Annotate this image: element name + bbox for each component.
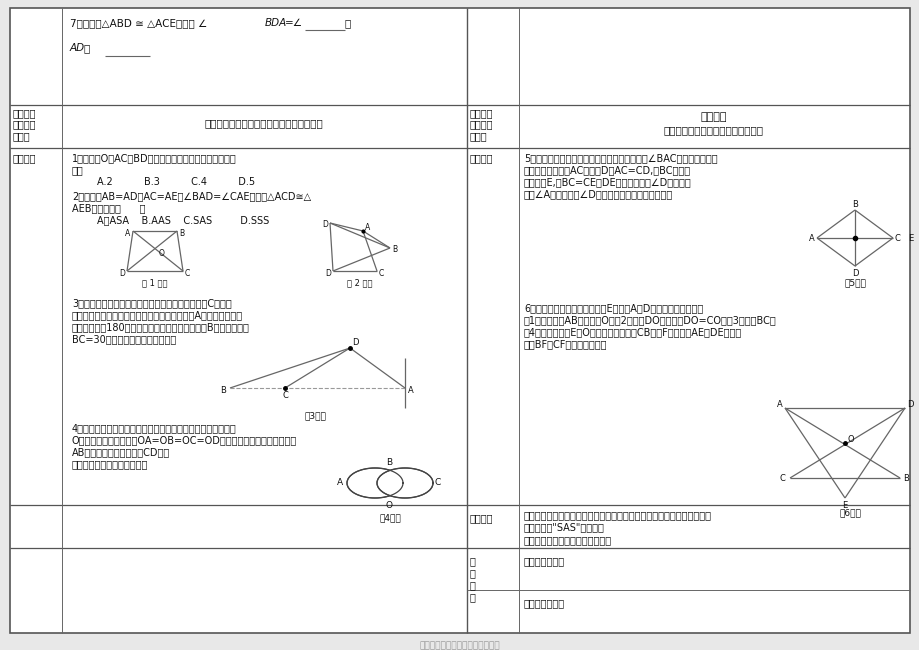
Text: 谈谈本节课你有什么收获和困惑？: 谈谈本节课你有什么收获和困惑？ [524, 535, 611, 545]
Ellipse shape [346, 468, 403, 498]
Text: 不变原地转了180度正好看见所在岸上的一块石头B点，他度量了: 不变原地转了180度正好看见所在岸上的一块石头B点，他度量了 [72, 322, 250, 332]
Text: （环节、: （环节、 [470, 119, 493, 129]
Text: A: A [407, 386, 414, 395]
Text: 自我检测: 自我检测 [13, 153, 37, 163]
Text: A: A [125, 229, 130, 238]
Text: C: C [379, 269, 384, 278]
Text: 一、成功之处：: 一、成功之处： [524, 556, 564, 566]
Text: C: C [779, 474, 785, 483]
Text: O: O [386, 501, 392, 510]
Text: D: D [322, 220, 327, 229]
Text: 掌握一个解题方法，比做一百道题更重要。: 掌握一个解题方法，比做一百道题更重要。 [204, 118, 323, 128]
Text: 测量BF、CF即可，为什么？: 测量BF、CF即可，为什么？ [524, 339, 607, 349]
Text: 5、如图，为修公路，需测量出被大石头阻挡的∠BAC的大小，为此，: 5、如图，为修公路，需测量出被大石头阻挡的∠BAC的大小，为此， [524, 153, 717, 163]
Text: O: O [847, 435, 854, 444]
Text: E: E [841, 501, 846, 510]
Text: AEB的依据是（      ）: AEB的依据是（ ） [72, 203, 145, 213]
Text: 第 1 题图: 第 1 题图 [142, 278, 167, 287]
Text: 反思小结: 反思小结 [470, 513, 493, 523]
Text: 对。: 对。 [72, 165, 84, 175]
Text: 第 2 题图: 第 2 题图 [346, 278, 372, 287]
Text: 1、如图，O为AC、BD的中点，则图中全等三角形共有（: 1、如图，O为AC、BD的中点，则图中全等三角形共有（ [72, 153, 236, 163]
Text: 三角形使用"SAS"来求解。: 三角形使用"SAS"来求解。 [524, 522, 604, 532]
Text: D: D [352, 338, 358, 347]
Text: （自主参与、合作探究、展示交流）: （自主参与、合作探究、展示交流） [664, 125, 763, 135]
Text: 则知∠A的度数也与∠D的度数相同了，请说明理由。: 则知∠A的度数也与∠D的度数相同了，请说明理由。 [524, 189, 673, 199]
Text: 2、如图，AB=AD、AC=AE、∠BAD=∠CAE，那么△ACD≅△: 2、如图，AB=AD、AC=AE、∠BAD=∠CAE，那么△ACD≅△ [72, 191, 311, 201]
Text: 第3题图: 第3题图 [304, 411, 325, 420]
Text: B: B [386, 458, 391, 467]
Text: 学生活动: 学生活动 [700, 112, 726, 122]
Text: ＝: ＝ [84, 43, 90, 53]
Text: （4）用仪器测量E，O在一条线上，并交CB于点F，要测量AE、DE，只须: （4）用仪器测量E，O在一条线上，并交CB于点F，要测量AE、DE，只须 [524, 327, 742, 337]
Text: （1）任作线段AB，取中点O；（2）连接DO并延长使DO=CO；（3）连接BC；: （1）任作线段AB，取中点O；（2）连接DO并延长使DO=CO；（3）连接BC； [524, 315, 776, 325]
Text: 小张师傅便在直线AC上取点D使AC=CD,在BC的延长: 小张师傅便在直线AC上取点D使AC=CD,在BC的延长 [524, 165, 690, 175]
Text: 教师活动: 教师活动 [13, 108, 37, 118]
Text: B: B [179, 229, 184, 238]
Text: =∠: =∠ [285, 18, 302, 28]
Text: B: B [391, 245, 397, 254]
Text: 3、如图，小明为了测量河的宽度，他先站在河边的C点面向: 3、如图，小明为了测量河的宽度，他先站在河边的C点面向 [72, 298, 232, 308]
Text: B: B [851, 200, 857, 209]
Text: 了，你能说明其中的道理吗？: 了，你能说明其中的道理吗？ [72, 459, 148, 469]
Text: AB，则次工件的外径必是CD之长: AB，则次工件的外径必是CD之长 [72, 447, 170, 457]
Text: 教师活动: 教师活动 [470, 108, 493, 118]
Text: A: A [808, 234, 814, 243]
Text: AD: AD [70, 43, 85, 53]
Text: O: O [159, 249, 165, 258]
Text: D: D [906, 400, 913, 409]
Text: （环节、: （环节、 [13, 119, 37, 129]
Text: A: A [336, 478, 343, 487]
Text: 小结：利用三角形的全等测量不能直接到达的两点间距离，通常构造全等: 小结：利用三角形的全等测量不能直接到达的两点间距离，通常构造全等 [524, 510, 711, 520]
Text: A.2          B.3          C.4          D.5: A.2 B.3 C.4 D.5 [96, 177, 255, 187]
Text: 第4题图: 第4题图 [379, 513, 401, 522]
Text: 学: 学 [470, 568, 475, 578]
Text: A．ASA    B.AAS    C.SAS         D.SSS: A．ASA B.AAS C.SAS D.SSS [96, 215, 269, 225]
Text: C: C [435, 478, 441, 487]
Text: 4、要测量圆形工件的外径，工人师傅设计了如图所示的卡钳，: 4、要测量圆形工件的外径，工人师傅设计了如图所示的卡钳， [72, 423, 236, 433]
Text: 7、如图：△ABD ≅ △ACE，那么 ∠: 7、如图：△ABD ≅ △ACE，那么 ∠ [70, 18, 207, 28]
Text: 宝剑石磨要生锋，人不学习要落后: 宝剑石磨要生锋，人不学习要落后 [419, 641, 500, 650]
Text: C: C [894, 234, 900, 243]
Text: C: C [185, 269, 190, 278]
Text: 措施）: 措施） [13, 131, 30, 141]
Text: 自我检测: 自我检测 [470, 153, 493, 163]
Text: 教: 教 [470, 556, 475, 566]
Text: D: D [119, 269, 125, 278]
Text: O为卡钳两柄交叉，且有OA=OB=OC=OD，如果圆形工件恰好通过卡钳: O为卡钳两柄交叉，且有OA=OB=OC=OD，如果圆形工件恰好通过卡钳 [72, 435, 297, 445]
Text: E: E [907, 234, 913, 243]
Text: 第5题图: 第5题图 [843, 278, 865, 287]
Text: 河对岸，压底脚橛使目光正好落在河对岸的岸边A点，然后他姿态: 河对岸，压底脚橛使目光正好落在河对岸的岸边A点，然后他姿态 [72, 310, 243, 320]
Text: 线上取点E,使BC=CE连DE，则只要测出∠D的度数，: 线上取点E,使BC=CE连DE，则只要测出∠D的度数， [524, 177, 691, 187]
Text: ，: ， [345, 18, 351, 28]
Text: D: D [324, 269, 331, 278]
Text: 6、如图所示，要测量湖中小岛E距岸边A和D的距离，作法如下：: 6、如图所示，要测量湖中小岛E距岸边A和D的距离，作法如下： [524, 303, 702, 313]
Text: A: A [365, 223, 369, 232]
Text: 后: 后 [470, 580, 475, 590]
Text: 记: 记 [470, 592, 475, 602]
Text: 措施）: 措施） [470, 131, 487, 141]
Text: 第6题图: 第6题图 [838, 508, 860, 517]
Text: BDA: BDA [265, 18, 287, 28]
Text: B: B [220, 386, 226, 395]
Text: BC=30米，你能猜出河有多宽吗？: BC=30米，你能猜出河有多宽吗？ [72, 334, 176, 344]
Text: B: B [902, 474, 908, 483]
Text: D: D [851, 269, 857, 278]
Text: A: A [777, 400, 782, 409]
Text: C: C [283, 391, 289, 400]
Ellipse shape [377, 468, 433, 498]
Text: 二、不足之处：: 二、不足之处： [524, 598, 564, 608]
